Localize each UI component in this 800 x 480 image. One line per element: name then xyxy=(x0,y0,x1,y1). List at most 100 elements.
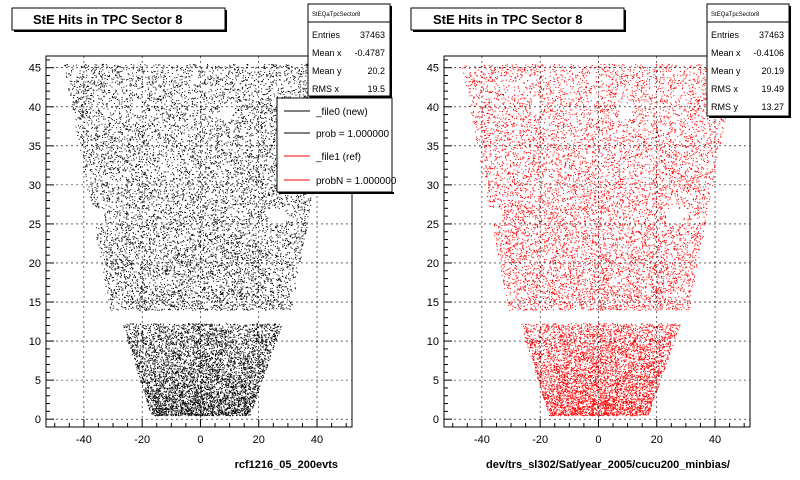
scatter-point xyxy=(199,399,201,401)
scatter-point xyxy=(205,415,207,416)
scatter-point xyxy=(229,352,231,354)
scatter-point xyxy=(166,370,168,372)
scatter-point xyxy=(167,337,169,339)
scatter-point xyxy=(183,386,185,388)
scatter-point xyxy=(159,414,160,416)
scatter-point xyxy=(234,388,236,390)
scatter-point xyxy=(153,327,155,329)
scatter-point xyxy=(233,401,235,403)
scatter-point xyxy=(226,408,228,410)
scatter-point xyxy=(215,383,217,385)
scatter-point xyxy=(206,385,208,387)
scatter-point xyxy=(217,341,219,342)
scatter-point xyxy=(247,345,249,347)
scatter-point xyxy=(176,380,178,382)
scatter-point xyxy=(209,390,211,392)
scatter-point xyxy=(169,378,171,379)
scatter-point xyxy=(252,402,254,403)
scatter-point xyxy=(216,330,218,332)
scatter-point xyxy=(166,407,168,409)
scatter-point xyxy=(261,325,263,327)
scatter-point xyxy=(224,343,226,345)
scatter-point xyxy=(215,374,217,376)
scatter-point xyxy=(162,364,164,366)
scatter-point xyxy=(177,370,179,372)
scatter-point xyxy=(199,404,201,406)
scatter-point xyxy=(180,333,182,335)
scatter-point xyxy=(267,345,269,347)
scatter-point xyxy=(172,392,174,393)
scatter-point xyxy=(146,328,148,330)
scatter-point xyxy=(192,348,194,350)
scatter-point xyxy=(225,339,227,341)
scatter-point xyxy=(215,370,217,372)
scatter-point xyxy=(255,343,257,345)
scatter-point xyxy=(180,404,181,406)
scatter-point xyxy=(186,391,188,393)
scatter-point xyxy=(226,381,228,383)
scatter-point xyxy=(190,389,192,391)
scatter-point xyxy=(192,347,194,349)
scatter-point xyxy=(248,338,250,340)
scatter-point xyxy=(226,408,228,410)
scatter-point xyxy=(148,347,150,349)
scatter-point xyxy=(248,384,250,385)
scatter-point xyxy=(161,347,163,349)
scatter-point xyxy=(165,379,167,381)
scatter-point xyxy=(217,334,219,336)
scatter-point xyxy=(178,390,180,392)
scatter-point xyxy=(211,413,213,415)
scatter-point xyxy=(227,403,229,405)
scatter-point xyxy=(265,334,267,336)
scatter-point xyxy=(184,402,186,404)
scatter-point xyxy=(232,347,234,348)
scatter-point xyxy=(190,368,192,370)
scatter-point xyxy=(197,397,199,399)
scatter-point xyxy=(194,414,195,415)
scatter-point xyxy=(174,378,176,380)
scatter-point xyxy=(170,353,172,355)
scatter-point xyxy=(200,388,202,390)
scatter-point xyxy=(202,406,204,408)
scatter-point xyxy=(195,333,197,335)
scatter-point xyxy=(197,373,199,375)
scatter-point xyxy=(201,363,203,365)
scatter-point xyxy=(251,360,253,362)
scatter-point xyxy=(226,403,228,405)
scatter-point xyxy=(199,364,201,366)
scatter-point xyxy=(138,373,140,375)
scatter-point xyxy=(205,357,207,358)
scatter-point xyxy=(265,341,267,343)
scatter-point xyxy=(238,327,239,329)
scatter-point xyxy=(154,345,156,347)
scatter-point xyxy=(249,348,251,350)
scatter-point xyxy=(217,371,219,373)
scatter-point xyxy=(166,326,168,328)
scatter-point xyxy=(210,391,212,393)
scatter-point xyxy=(203,401,205,402)
scatter-point xyxy=(251,344,253,346)
scatter-point xyxy=(134,339,136,341)
scatter-point xyxy=(195,337,197,339)
scatter-point xyxy=(218,341,220,343)
scatter-point xyxy=(250,377,252,379)
scatter-point xyxy=(250,340,252,341)
scatter-point xyxy=(151,371,153,373)
scatter-point xyxy=(240,386,242,388)
scatter-point xyxy=(175,388,177,390)
scatter-point xyxy=(152,368,154,370)
scatter-point xyxy=(245,413,246,414)
scatter-point xyxy=(146,349,148,351)
scatter-point xyxy=(234,412,235,414)
scatter-point xyxy=(220,411,222,413)
scatter-point xyxy=(153,357,155,359)
scatter-point xyxy=(228,408,230,410)
scatter-point xyxy=(237,330,239,332)
scatter-point xyxy=(191,336,193,338)
scatter-point xyxy=(230,326,232,328)
scatter-point xyxy=(198,327,200,329)
scatter-point xyxy=(189,411,191,413)
scatter-point xyxy=(216,396,218,398)
scatter-point xyxy=(213,402,215,403)
scatter-point xyxy=(182,334,184,336)
